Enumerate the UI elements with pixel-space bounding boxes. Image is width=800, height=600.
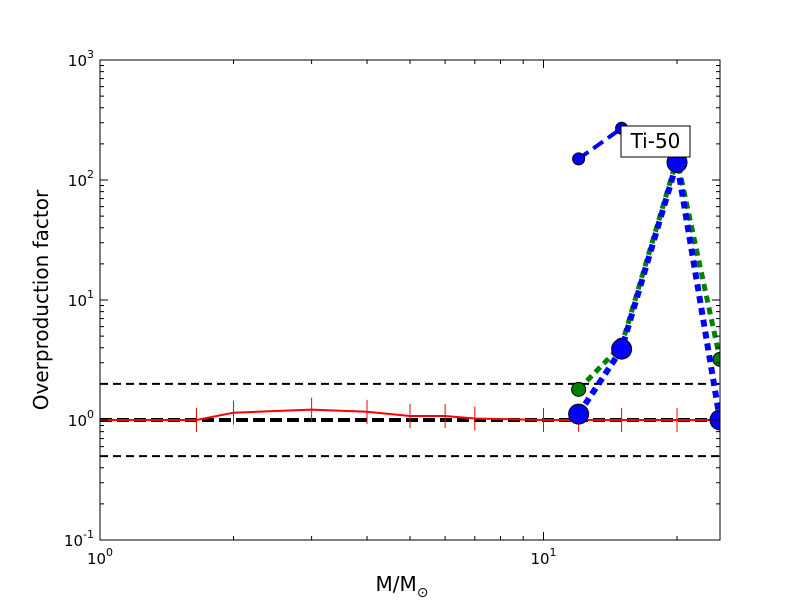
x-tick-label: 100	[87, 546, 113, 568]
series-4-point	[568, 403, 590, 425]
y-axis-label: Overproduction factor	[29, 189, 53, 410]
y-tick-label: 102	[68, 168, 94, 190]
series-4-point	[611, 338, 633, 360]
series-2-point	[572, 152, 586, 166]
y-tick-label: 100	[68, 408, 94, 430]
annotation-box: Ti-50	[620, 125, 691, 158]
series-3-point	[571, 381, 587, 397]
series-4-line	[576, 159, 720, 421]
series-2-line	[577, 126, 623, 161]
series-3-line	[576, 156, 720, 392]
x-tick-label: 101	[530, 546, 556, 568]
y-tick-label: 101	[68, 288, 94, 310]
y-tick-label: 103	[68, 48, 94, 70]
annotation-label: Ti-50	[630, 129, 681, 153]
x-axis-label: M/M⊙	[376, 572, 429, 600]
y-tick-label: 10-1	[64, 528, 94, 550]
annotation-frame	[620, 125, 691, 158]
